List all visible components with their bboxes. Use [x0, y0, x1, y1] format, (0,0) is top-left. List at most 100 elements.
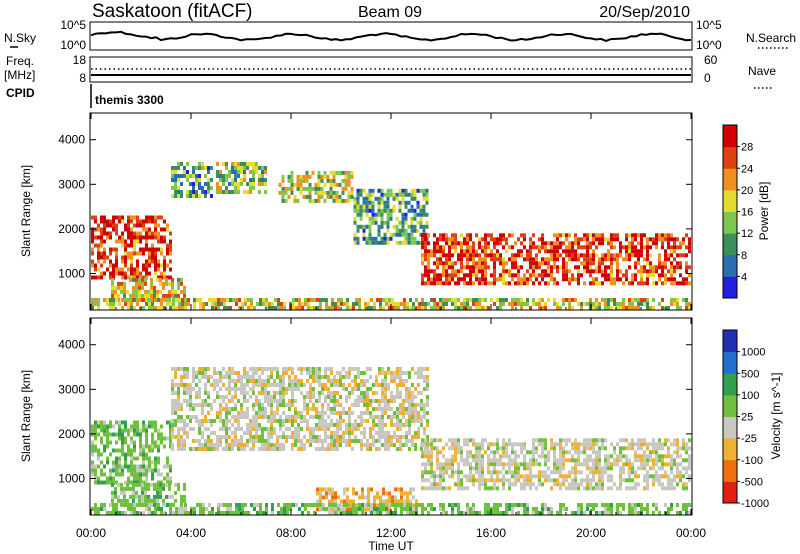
heatmap-cell: [448, 249, 451, 254]
heatmap-cell: [216, 170, 219, 174]
heatmap-cell: [151, 436, 154, 441]
heatmap-cell: [267, 439, 270, 443]
heatmap-cell: [287, 178, 291, 183]
heatmap-cell: [267, 375, 270, 379]
heatmap-cell: [517, 269, 520, 274]
heatmap-cell: [201, 419, 204, 423]
heatmap-cell: [279, 403, 282, 407]
heatmap-cell: [183, 375, 186, 379]
heatmap-cell: [225, 427, 228, 431]
heatmap-cell: [124, 263, 127, 268]
heatmap-cell: [283, 511, 286, 515]
heatmap-cell: [451, 446, 454, 451]
heatmap-cell: [448, 298, 451, 302]
heatmap-cell: [124, 243, 127, 248]
heatmap-cell: [508, 442, 511, 447]
heatmap-cell: [202, 507, 205, 511]
heatmap-cell: [667, 474, 670, 479]
heatmap-cell: [676, 470, 679, 475]
heatmap-cell: [451, 458, 454, 463]
heatmap-cell: [586, 507, 589, 511]
heatmap-cell: [142, 444, 145, 449]
heatmap-cell: [367, 491, 370, 496]
heatmap-cell: [493, 277, 496, 282]
heatmap-cell: [391, 298, 394, 302]
heatmap-cell: [270, 443, 273, 447]
heatmap-cell: [553, 470, 556, 475]
heatmap-cell: [126, 289, 129, 294]
heatmap-cell: [442, 269, 445, 274]
heatmap-cell: [595, 237, 598, 242]
heatmap-cell: [288, 415, 291, 419]
heatmap-cell: [297, 411, 300, 415]
heatmap-cell: [261, 371, 264, 375]
heatmap-cell: [382, 503, 385, 507]
heatmap-cell: [100, 507, 103, 511]
heatmap-cell: [141, 277, 144, 282]
heatmap-cell: [255, 166, 258, 170]
heatmap-cell: [359, 224, 363, 229]
heatmap-cell: [378, 427, 381, 431]
heatmap-cell: [547, 269, 550, 274]
heatmap-cell: [252, 379, 255, 383]
heatmap-cell: [282, 371, 285, 375]
heatmap-cell: [133, 444, 136, 449]
heatmap-cell: [445, 302, 448, 306]
heatmap-cell: [139, 428, 142, 433]
heatmap-cell: [219, 439, 222, 443]
heatmap-cell: [442, 466, 445, 471]
heatmap-cell: [410, 204, 414, 209]
heatmap-cell: [256, 503, 259, 507]
heatmap-cell: [580, 306, 583, 310]
heatmap-cell: [607, 474, 610, 479]
heatmap-cell: [640, 273, 643, 278]
heatmap-cell: [481, 306, 484, 310]
heatmap-cell: [192, 375, 195, 379]
heatmap-cell: [475, 298, 478, 302]
heatmap-cell: [363, 383, 366, 387]
heatmap-cell: [302, 174, 306, 179]
heatmap-cell: [649, 237, 652, 242]
heatmap-cell: [460, 253, 463, 258]
heatmap-cell: [139, 464, 142, 469]
heatmap-cell: [637, 241, 640, 246]
heatmap-cell: [622, 446, 625, 451]
heatmap-cell: [547, 273, 550, 278]
heatmap-cell: [138, 285, 141, 290]
heatmap-cell: [505, 237, 508, 242]
heatmap-cell: [180, 383, 183, 387]
heatmap-cell: [592, 302, 595, 306]
heatmap-cell: [286, 511, 289, 515]
heatmap-cell: [210, 443, 213, 447]
heatmap-cell: [535, 462, 538, 467]
heatmap-cell: [177, 178, 180, 182]
heatmap-cell: [211, 306, 214, 310]
heatmap-cell: [343, 487, 346, 492]
heatmap-cell: [616, 269, 619, 274]
heatmap-cell: [463, 438, 466, 443]
heatmap-cell: [541, 269, 544, 274]
heatmap-cell: [430, 462, 433, 467]
heatmap-cell: [457, 273, 460, 278]
heatmap-cell: [613, 446, 616, 451]
heatmap-cell: [565, 507, 568, 511]
heatmap-cell: [387, 407, 390, 411]
heatmap-cell: [496, 241, 499, 246]
heatmap-cell: [189, 415, 192, 419]
heatmap-cell: [127, 480, 130, 485]
y-tick-label: 4000: [58, 338, 85, 352]
heatmap-cell: [466, 450, 469, 455]
heatmap-cell: [436, 482, 439, 487]
heatmap-cell: [127, 243, 130, 248]
heatmap-cell: [472, 281, 475, 286]
heatmap-cell: [396, 447, 399, 451]
heatmap-cell: [183, 482, 186, 487]
heatmap-cell: [160, 511, 163, 515]
heatmap-cell: [177, 383, 180, 387]
heatmap-cell: [225, 411, 228, 415]
heatmap-cell: [343, 491, 346, 496]
heatmap-cell: [502, 277, 505, 282]
heatmap-cell: [469, 269, 472, 274]
heatmap-cell: [496, 470, 499, 475]
heatmap-cell: [472, 458, 475, 463]
